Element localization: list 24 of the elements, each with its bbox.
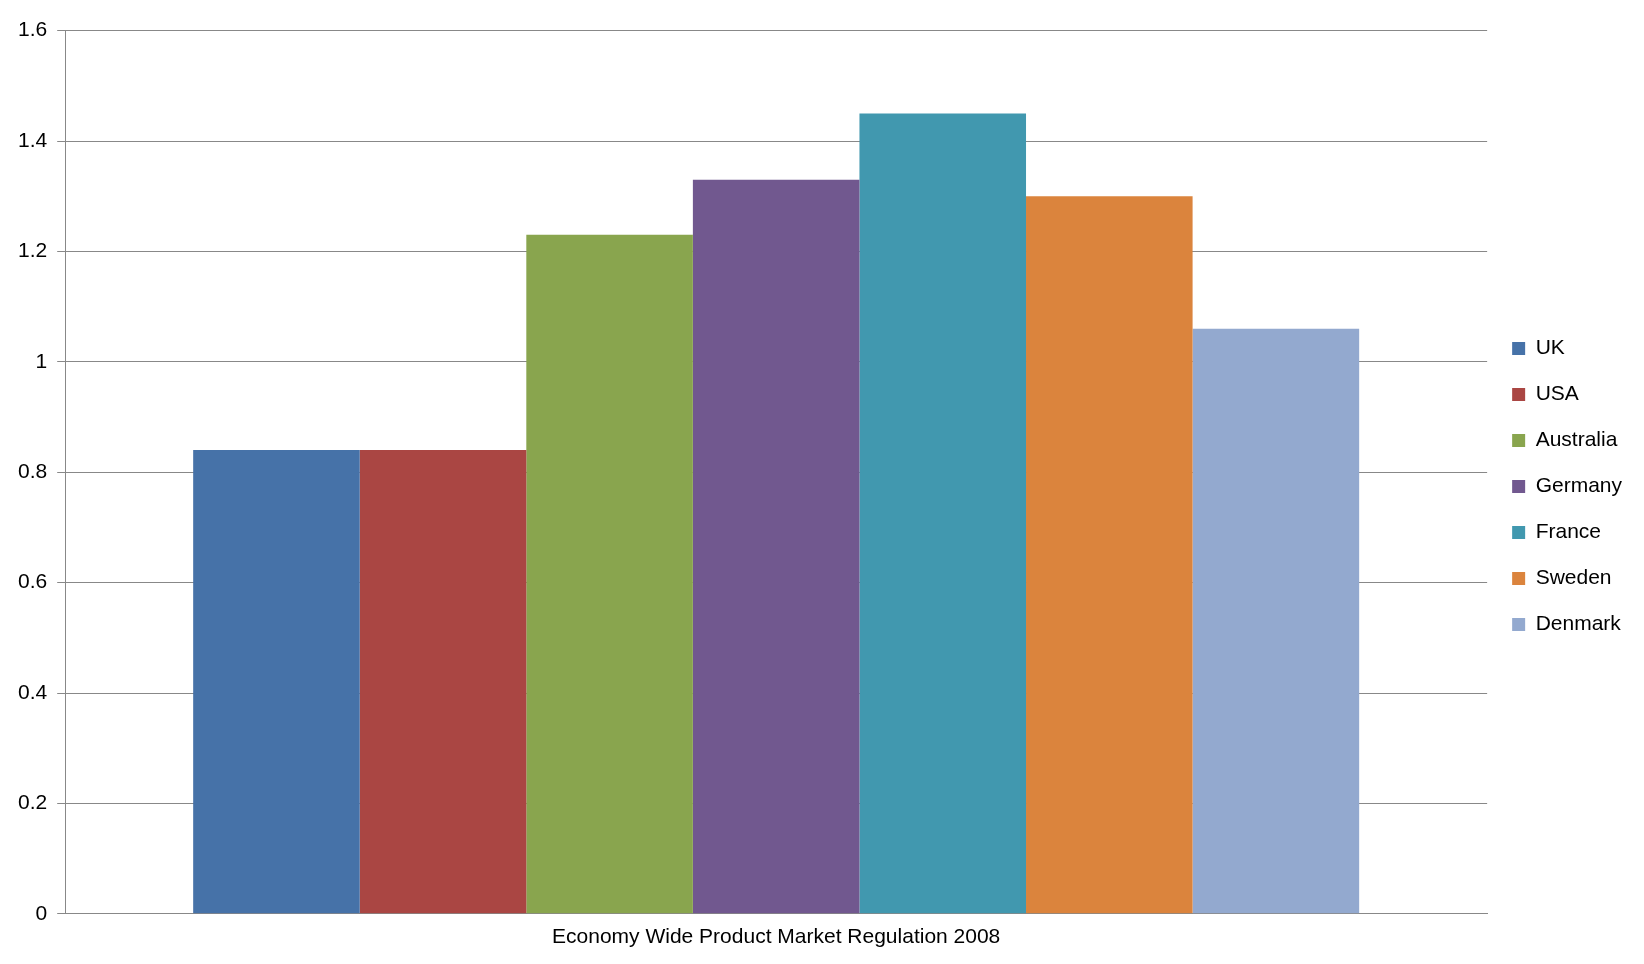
legend-label: Sweden [1535, 565, 1612, 589]
legend-label: Australia [1535, 427, 1618, 451]
legend-label: France [1535, 519, 1601, 543]
y-tick-label: 0.8 [17, 459, 48, 482]
bar [692, 179, 860, 914]
y-tick-label: 1.6 [17, 17, 48, 41]
bar [1192, 328, 1360, 914]
bar [193, 450, 360, 914]
x-tick-label: Economy Wide Product Market Regulation 2008 [552, 924, 1001, 948]
bar [859, 113, 1027, 914]
y-tick-label: 1.4 [17, 127, 48, 151]
legend-label: Germany [1535, 473, 1623, 497]
bar [359, 450, 527, 914]
y-tick-label: 0.6 [17, 569, 48, 593]
legend-label: UK [1535, 335, 1565, 359]
bar [526, 234, 693, 914]
y-tick-label: 1 [35, 348, 48, 372]
legend-label: Denmark [1535, 611, 1622, 635]
y-tick-label: 1.2 [17, 238, 48, 262]
y-tick-label: 0.4 [17, 679, 48, 703]
legend-label: USA [1535, 381, 1579, 405]
y-tick-label: 0.2 [17, 790, 48, 814]
y-tick-label: 0 [35, 900, 48, 924]
bar [1026, 196, 1193, 914]
